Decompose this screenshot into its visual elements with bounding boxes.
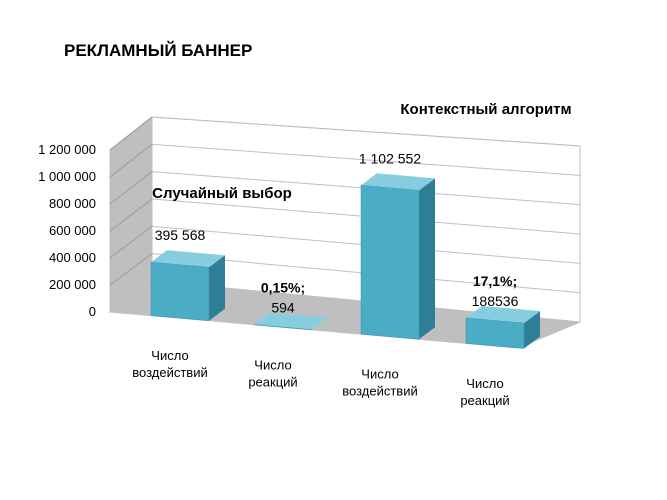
- bars: [150, 173, 540, 349]
- y-tick-label: 200 000: [49, 277, 96, 292]
- data-label-value: 594: [271, 300, 295, 316]
- bar: [465, 317, 525, 349]
- data-label-value: 188536: [472, 293, 519, 309]
- group-label: Контекстный алгоритм: [400, 101, 571, 118]
- gridline: [151, 143, 581, 176]
- x-category-label: реакций: [460, 393, 509, 408]
- gridline-side: [109, 225, 153, 259]
- chart-title: РЕКЛАМНЫЙ БАННЕР: [64, 41, 252, 60]
- gridline: [151, 116, 581, 147]
- gridline-side: [109, 143, 153, 178]
- y-tick-label: 800 000: [49, 196, 96, 211]
- y-tick-label: 600 000: [49, 223, 96, 238]
- y-tick-label: 1 000 000: [38, 169, 96, 184]
- bar-top: [361, 173, 435, 191]
- bar-side: [524, 311, 540, 349]
- bar: [150, 261, 210, 321]
- data-label-percent: 17,1%;: [473, 273, 517, 289]
- y-tick-label: 400 000: [49, 250, 96, 265]
- gridline-side: [109, 171, 153, 205]
- bar-side: [209, 255, 225, 321]
- gridline-side: [109, 253, 153, 286]
- x-category-label: воздействий: [132, 365, 207, 380]
- y-tick-label: 0: [89, 304, 96, 319]
- data-label-value: 395 568: [155, 227, 206, 243]
- x-category-label: Число: [151, 348, 188, 363]
- bar-top: [151, 250, 225, 268]
- x-category-label: Число: [361, 367, 398, 382]
- x-category-label: воздействий: [342, 384, 417, 399]
- y-tick-label: 1 200 000: [38, 142, 96, 157]
- bar: [253, 324, 313, 331]
- data-label-percent: 0,15%;: [261, 280, 305, 296]
- gridline-side: [109, 116, 153, 151]
- bar: [360, 185, 420, 340]
- data-label-value: 1 102 552: [359, 150, 421, 166]
- bar-top: [466, 306, 540, 324]
- bar-top: [254, 312, 328, 330]
- bar-side: [419, 178, 435, 340]
- bar-side: [312, 317, 328, 330]
- group-label: Случайный выбор: [152, 185, 292, 202]
- x-category-label: реакций: [248, 374, 297, 389]
- x-category-label: Число: [466, 376, 503, 391]
- chart-text: РЕКЛАМНЫЙ БАННЕР 0 200 000 400 000 600 000 8…: [38, 41, 571, 408]
- x-category-label: Число: [254, 357, 291, 372]
- gridline-side: [109, 198, 153, 232]
